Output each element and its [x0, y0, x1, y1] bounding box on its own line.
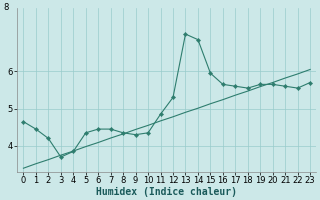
Text: 8: 8	[4, 3, 9, 12]
X-axis label: Humidex (Indice chaleur): Humidex (Indice chaleur)	[96, 186, 237, 197]
